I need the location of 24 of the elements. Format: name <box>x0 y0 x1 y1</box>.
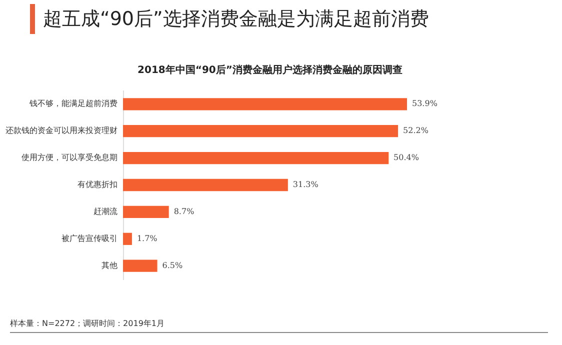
y-tick-label: 钱不够，能满足超前消费 <box>28 99 118 108</box>
bar <box>123 125 398 138</box>
chart-title: 超五成“90后”选择消费金融是为满足超前消费 <box>43 7 429 32</box>
data-label: 6.5% <box>162 260 183 270</box>
bar <box>123 206 169 218</box>
y-tick-label: 使用方便，可以享受免息期 <box>22 153 118 162</box>
y-tick-label: 还款钱的资金可以用来投资理财 <box>6 126 118 136</box>
bar <box>123 178 288 192</box>
bar <box>123 152 389 164</box>
bar <box>123 232 132 245</box>
bar <box>123 98 407 110</box>
y-tick-label: 其他 <box>102 260 118 270</box>
data-label: 1.7% <box>136 234 158 243</box>
y-tick-label: 赶潮流 <box>94 206 118 216</box>
text: 样本量：N=2272；调研时间：2019年1月 <box>10 318 164 329</box>
data-label: 50.4% <box>394 153 420 162</box>
data-label: 53.9% <box>412 99 438 108</box>
data-label: 8.7% <box>174 206 195 216</box>
data-label: 31.3% <box>292 180 319 189</box>
data-label: 52.2% <box>403 126 429 136</box>
y-tick-label: 被广告宣传吸引 <box>62 234 118 243</box>
y-tick-label: 有优惠折扣 <box>78 180 118 189</box>
chart-subtitle: 2018年中国“90后”消费金融用户选择消费金融的原因调查 <box>136 63 404 77</box>
bar <box>123 260 158 272</box>
